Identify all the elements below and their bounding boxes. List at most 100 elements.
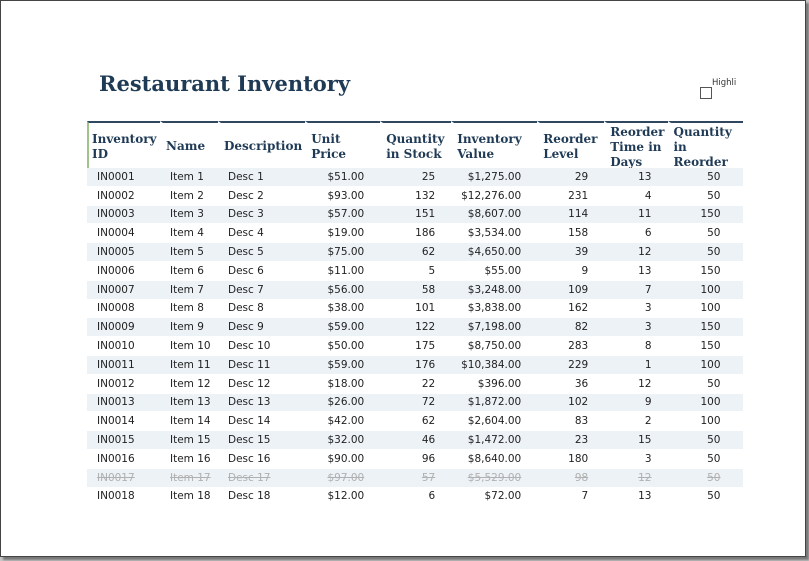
- unit-price-cell[interactable]: $59.00: [305, 318, 381, 338]
- inventory-id-cell[interactable]: IN0001: [87, 168, 160, 187]
- reorder-quantity-cell[interactable]: 50: [667, 487, 743, 507]
- quantity-cell[interactable]: 151: [380, 205, 452, 225]
- description-cell[interactable]: Desc 10: [218, 337, 306, 356]
- reorder-days-cell[interactable]: 12: [604, 468, 668, 488]
- reorder-quantity-cell[interactable]: 100: [667, 299, 743, 319]
- quantity-cell[interactable]: 62: [380, 243, 452, 262]
- reorder-days-cell[interactable]: 12: [604, 374, 668, 394]
- unit-price-cell[interactable]: $11.00: [305, 261, 381, 281]
- name-cell[interactable]: Item 5: [160, 243, 218, 262]
- inventory-id-cell[interactable]: IN0014: [87, 412, 160, 432]
- quantity-cell[interactable]: 186: [380, 224, 452, 244]
- reorder-quantity-cell[interactable]: 50: [667, 186, 743, 206]
- unit-price-cell[interactable]: $57.00: [305, 205, 381, 225]
- reorder-level-cell[interactable]: 7: [537, 487, 605, 507]
- inventory-id-cell[interactable]: IN0012: [87, 374, 160, 394]
- column-header[interactable]: Description: [218, 121, 306, 168]
- inventory-id-cell[interactable]: IN0007: [87, 280, 160, 300]
- reorder-days-cell[interactable]: 9: [604, 393, 668, 413]
- column-header[interactable]: Inventory ID: [87, 121, 160, 168]
- inventory-value-cell[interactable]: $12,276.00: [451, 186, 538, 206]
- reorder-level-cell[interactable]: 158: [537, 224, 605, 244]
- inventory-id-cell[interactable]: IN0010: [87, 337, 160, 356]
- inventory-id-cell[interactable]: IN0005: [87, 243, 160, 262]
- inventory-value-cell[interactable]: $1,275.00: [451, 168, 538, 187]
- quantity-cell[interactable]: 132: [380, 186, 452, 206]
- unit-price-cell[interactable]: $19.00: [305, 224, 381, 244]
- description-cell[interactable]: Desc 16: [218, 449, 306, 469]
- reorder-quantity-cell[interactable]: 150: [667, 337, 743, 356]
- reorder-level-cell[interactable]: 229: [537, 355, 605, 375]
- reorder-days-cell[interactable]: 13: [604, 168, 668, 187]
- reorder-days-cell[interactable]: 8: [604, 337, 668, 356]
- quantity-cell[interactable]: 58: [380, 280, 452, 300]
- name-cell[interactable]: Item 15: [160, 431, 218, 450]
- description-cell[interactable]: Desc 12: [218, 374, 306, 394]
- name-cell[interactable]: Item 10: [160, 337, 218, 356]
- name-cell[interactable]: Item 6: [160, 261, 218, 281]
- inventory-value-cell[interactable]: $396.00: [451, 374, 538, 394]
- reorder-days-cell[interactable]: 13: [604, 261, 668, 281]
- quantity-cell[interactable]: 25: [380, 168, 452, 187]
- name-cell[interactable]: Item 7: [160, 280, 218, 300]
- quantity-cell[interactable]: 5: [380, 261, 452, 281]
- unit-price-cell[interactable]: $75.00: [305, 243, 381, 262]
- unit-price-cell[interactable]: $12.00: [305, 487, 381, 507]
- quantity-cell[interactable]: 122: [380, 318, 452, 338]
- reorder-level-cell[interactable]: 83: [537, 412, 605, 432]
- highlight-checkbox[interactable]: [700, 87, 712, 99]
- inventory-value-cell[interactable]: $1,472.00: [451, 431, 538, 450]
- inventory-id-cell[interactable]: IN0003: [87, 205, 160, 225]
- inventory-id-cell[interactable]: IN0011: [87, 355, 160, 375]
- reorder-level-cell[interactable]: 23: [537, 431, 605, 450]
- reorder-quantity-cell[interactable]: 50: [667, 374, 743, 394]
- quantity-cell[interactable]: 96: [380, 449, 452, 469]
- unit-price-cell[interactable]: $93.00: [305, 186, 381, 206]
- column-header[interactable]: Inventory Value: [451, 121, 538, 168]
- inventory-value-cell[interactable]: $3,838.00: [451, 299, 538, 319]
- quantity-cell[interactable]: 101: [380, 299, 452, 319]
- inventory-id-cell[interactable]: IN0004: [87, 224, 160, 244]
- inventory-id-cell[interactable]: IN0015: [87, 431, 160, 450]
- reorder-days-cell[interactable]: 2: [604, 412, 668, 432]
- name-cell[interactable]: Item 8: [160, 299, 218, 319]
- inventory-id-cell[interactable]: IN0006: [87, 261, 160, 281]
- reorder-days-cell[interactable]: 3: [604, 318, 668, 338]
- column-header[interactable]: Quantity in Stock: [380, 121, 452, 168]
- reorder-level-cell[interactable]: 98: [537, 468, 605, 488]
- inventory-id-cell[interactable]: IN0016: [87, 449, 160, 469]
- inventory-value-cell[interactable]: $8,750.00: [451, 337, 538, 356]
- description-cell[interactable]: Desc 8: [218, 299, 306, 319]
- description-cell[interactable]: Desc 4: [218, 224, 306, 244]
- unit-price-cell[interactable]: $51.00: [305, 168, 381, 187]
- reorder-days-cell[interactable]: 4: [604, 186, 668, 206]
- column-header[interactable]: Unit Price: [305, 121, 381, 168]
- reorder-level-cell[interactable]: 180: [537, 449, 605, 469]
- unit-price-cell[interactable]: $90.00: [305, 449, 381, 469]
- reorder-quantity-cell[interactable]: 100: [667, 393, 743, 413]
- name-cell[interactable]: Item 16: [160, 449, 218, 469]
- reorder-level-cell[interactable]: 36: [537, 374, 605, 394]
- quantity-cell[interactable]: 6: [380, 487, 452, 507]
- inventory-value-cell[interactable]: $72.00: [451, 487, 538, 507]
- reorder-level-cell[interactable]: 109: [537, 280, 605, 300]
- reorder-level-cell[interactable]: 162: [537, 299, 605, 319]
- quantity-cell[interactable]: 62: [380, 412, 452, 432]
- reorder-days-cell[interactable]: 13: [604, 487, 668, 507]
- unit-price-cell[interactable]: $56.00: [305, 280, 381, 300]
- reorder-days-cell[interactable]: 7: [604, 280, 668, 300]
- unit-price-cell[interactable]: $18.00: [305, 374, 381, 394]
- reorder-quantity-cell[interactable]: 50: [667, 468, 743, 488]
- reorder-quantity-cell[interactable]: 100: [667, 355, 743, 375]
- reorder-level-cell[interactable]: 9: [537, 261, 605, 281]
- reorder-quantity-cell[interactable]: 50: [667, 449, 743, 469]
- description-cell[interactable]: Desc 14: [218, 412, 306, 432]
- name-cell[interactable]: Item 13: [160, 393, 218, 413]
- reorder-level-cell[interactable]: 29: [537, 168, 605, 187]
- inventory-value-cell[interactable]: $2,604.00: [451, 412, 538, 432]
- unit-price-cell[interactable]: $50.00: [305, 337, 381, 356]
- unit-price-cell[interactable]: $59.00: [305, 355, 381, 375]
- reorder-quantity-cell[interactable]: 100: [667, 280, 743, 300]
- description-cell[interactable]: Desc 9: [218, 318, 306, 338]
- unit-price-cell[interactable]: $97.00: [305, 468, 381, 488]
